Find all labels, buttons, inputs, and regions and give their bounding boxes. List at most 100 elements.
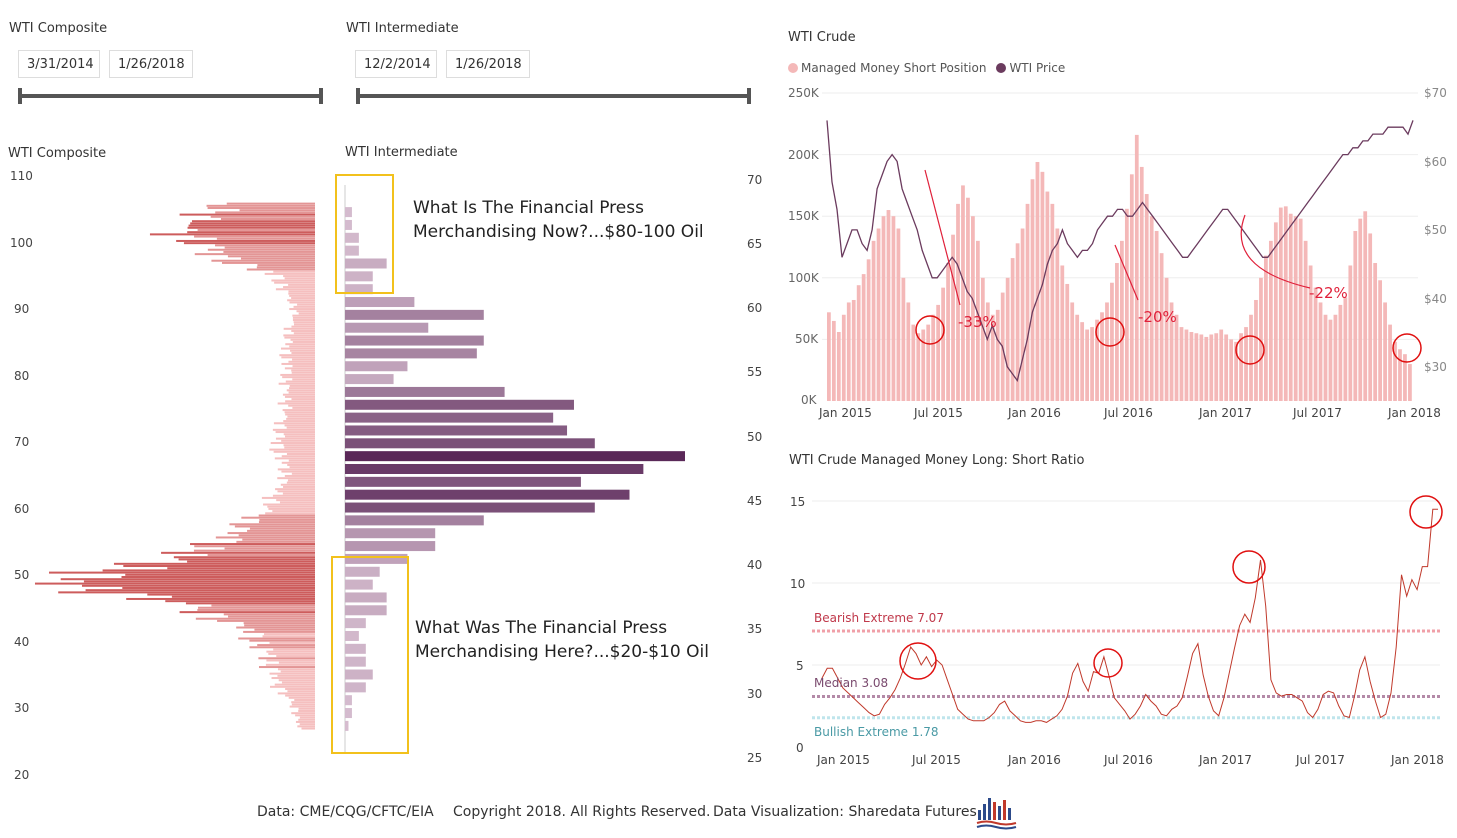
short-position-bar — [1239, 333, 1243, 401]
intermediate-volume-bar — [345, 489, 630, 500]
intermediate-volume-bar — [345, 708, 352, 719]
composite-start-date-input[interactable]: 3/31/2014 — [18, 50, 100, 78]
composite-volume-bar — [282, 376, 315, 379]
crude-x-tick: Jan 2016 — [1008, 406, 1061, 420]
composite-volume-bar — [211, 259, 315, 262]
short-position-bar — [1378, 280, 1383, 401]
short-position-bar — [1278, 207, 1283, 401]
composite-volume-bar — [147, 593, 315, 596]
intermediate-slider-end-handle[interactable] — [747, 88, 751, 104]
intermediate-slider-start-handle[interactable] — [356, 88, 360, 104]
composite-volume-bar — [290, 338, 315, 341]
short-position-bar — [1144, 194, 1149, 401]
composite-volume-bar — [185, 602, 315, 605]
composite-volume-bar — [285, 688, 315, 691]
composite-volume-bar — [280, 373, 315, 376]
composite-volume-bar — [277, 674, 315, 677]
composite-volume-bar — [257, 644, 315, 647]
bottom-annotation-line1: What Was The Financial Press — [415, 618, 668, 638]
ratio-line — [821, 508, 1438, 723]
short-position-bar — [1105, 302, 1109, 401]
composite-volume-bar — [249, 646, 315, 649]
composite-volume-bar — [275, 288, 315, 291]
intermediate-y-tick: 60 — [747, 301, 763, 315]
composite-volume-bar — [278, 679, 315, 682]
short-position-bar — [1229, 339, 1234, 401]
ratio-x-tick: Jan 2018 — [1391, 753, 1444, 767]
composite-volume-bar — [287, 463, 315, 466]
composite-slider-end-handle[interactable] — [319, 88, 323, 104]
short-position-bar — [1149, 216, 1154, 401]
composite-volume-bar — [288, 459, 315, 462]
crude-left-tick: 250K — [788, 86, 819, 100]
composite-volume-bar — [283, 444, 315, 447]
ratio-line-chart — [812, 495, 1443, 723]
composite-volume-bar — [194, 235, 315, 238]
composite-y-tick: 50 — [14, 568, 30, 582]
sharedata-logo — [976, 798, 1017, 830]
composite-volume-bar — [298, 707, 315, 710]
composite-volume-bar — [249, 527, 315, 530]
composite-volume-bar — [48, 571, 315, 574]
composite-slider-start-handle[interactable] — [18, 88, 22, 104]
intermediate-volume-bar — [345, 720, 349, 731]
short-position-bar — [1219, 329, 1224, 401]
highlight-circle — [1232, 550, 1266, 584]
crude-legend: Managed Money Short Position WTI Price — [788, 61, 1065, 75]
composite-volume-bar — [256, 266, 315, 269]
composite-volume-bar — [265, 512, 315, 515]
short-position-bar — [1393, 341, 1397, 401]
composite-volume-bar — [284, 336, 315, 339]
composite-volume-bar — [278, 382, 315, 385]
composite-volume-bar — [285, 380, 315, 383]
intermediate-volume-bar — [345, 605, 387, 616]
crude-right-tick: $30 — [1424, 360, 1447, 374]
composite-volume-bar — [268, 652, 315, 655]
composite-range-slider[interactable] — [20, 94, 322, 98]
intermediate-volume-bar — [345, 245, 359, 256]
composite-volume-bar — [299, 716, 315, 719]
short-position-bar — [1348, 265, 1353, 401]
slicer-intermediate-title: WTI Intermediate — [346, 21, 459, 36]
composite-volume-bar — [299, 723, 315, 726]
composite-volume-bar — [288, 360, 315, 363]
composite-volume-bar — [275, 488, 315, 491]
intermediate-volume-bar — [345, 566, 380, 577]
composite-volume-bar — [207, 207, 315, 210]
intermediate-range-slider[interactable] — [358, 94, 750, 98]
composite-volume-bar — [289, 705, 315, 708]
composite-volume-bar — [223, 613, 315, 616]
composite-volume-bar — [190, 543, 315, 546]
intermediate-end-date-input[interactable]: 1/26/2018 — [446, 50, 530, 78]
composite-volume-bar — [224, 547, 315, 550]
composite-volume-bar — [171, 595, 315, 598]
composite-y-tick: 80 — [14, 369, 30, 383]
intermediate-start-date-input[interactable]: 12/2/2014 — [355, 50, 437, 78]
composite-end-date-input[interactable]: 1/26/2018 — [109, 50, 193, 78]
intermediate-volume-bar — [345, 502, 595, 513]
composite-volume-bar — [285, 343, 315, 346]
intermediate-y-tick: 70 — [747, 173, 763, 187]
intermediate-volume-bar — [345, 386, 505, 397]
short-position-bar — [876, 228, 881, 401]
composite-volume-bar — [274, 281, 315, 284]
composite-volume-bar — [269, 641, 315, 644]
composite-volume-bar — [187, 560, 315, 563]
intermediate-y-tick: 65 — [747, 237, 763, 251]
composite-volume-bar — [263, 503, 315, 506]
wti-crude-combo-chart — [822, 92, 1422, 401]
short-position-bar — [1259, 277, 1263, 401]
intermediate-y-tick: 35 — [747, 622, 763, 636]
intermediate-volume-bar — [345, 656, 366, 667]
short-position-bar — [1388, 324, 1392, 401]
crude-left-tick: 0K — [801, 393, 817, 407]
intermediate-volume-bar — [345, 669, 373, 680]
composite-volume-bar — [291, 330, 315, 333]
composite-volume-bar — [223, 250, 315, 253]
composite-volume-bar — [58, 591, 315, 594]
short-position-bar — [971, 216, 975, 401]
short-position-bar — [926, 324, 931, 401]
short-position-bar — [871, 240, 876, 401]
composite-volume-bar — [292, 314, 315, 317]
short-position-bar — [916, 333, 921, 401]
